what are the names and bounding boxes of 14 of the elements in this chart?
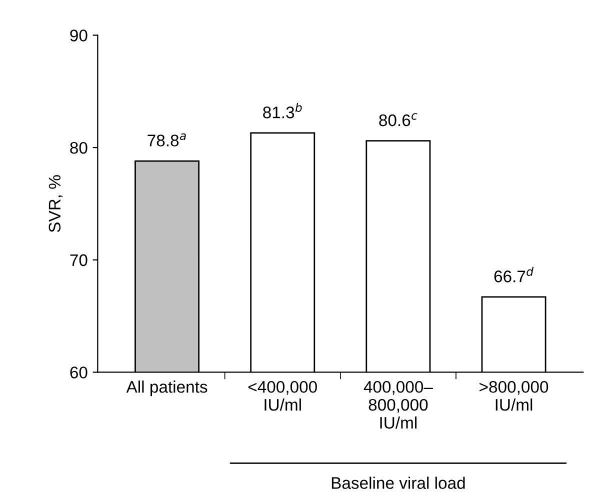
x-tick-label: >800,000 IU/ml bbox=[480, 380, 548, 411]
x-tick-label: <400,000 IU/ml bbox=[248, 380, 317, 411]
y-axis-title: SVR, % bbox=[48, 175, 63, 232]
data-label: 81.3$^{b}$ bbox=[263, 102, 302, 118]
data-label: 66.7$^{d}$ bbox=[494, 266, 534, 282]
y-tick-label: 90 bbox=[70, 30, 88, 42]
x-tick-label: 400,000– 800,000 IU/ml bbox=[364, 380, 433, 429]
data-label: 80.6$^{c}$ bbox=[379, 113, 418, 126]
x-tick-label: All patients bbox=[126, 380, 208, 396]
data-label: 78.8$^{a}$ bbox=[148, 133, 186, 146]
y-tick-label: 70 bbox=[70, 254, 88, 266]
y-tick-label: 80 bbox=[70, 142, 88, 154]
y-tick-label: 60 bbox=[70, 366, 88, 378]
x-axis-title: Baseline viral load bbox=[332, 476, 465, 489]
